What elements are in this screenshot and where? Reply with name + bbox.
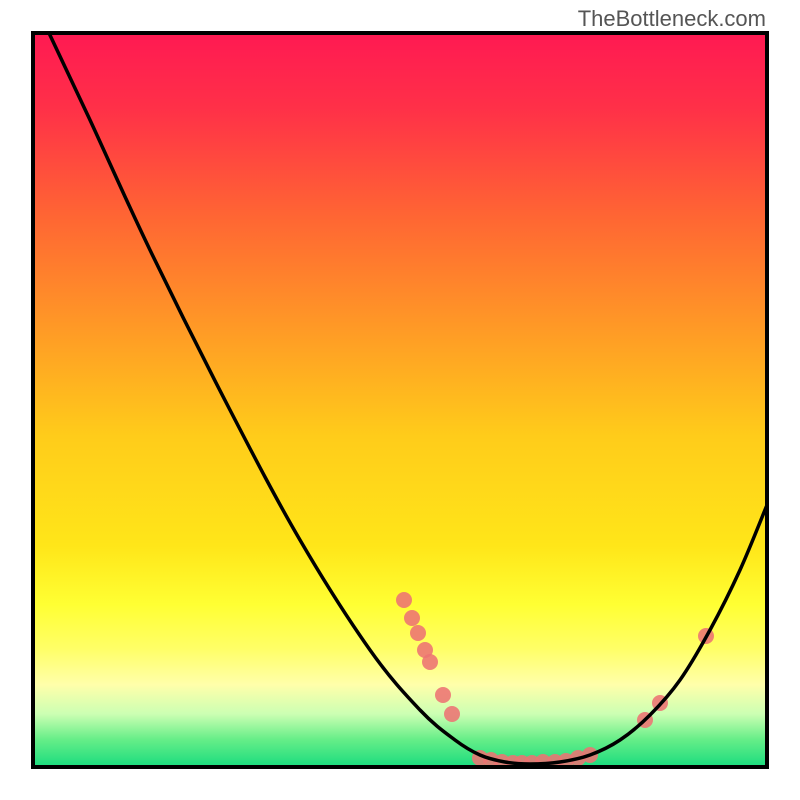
data-marker (396, 592, 412, 608)
data-marker (404, 610, 420, 626)
data-marker (444, 706, 460, 722)
watermark-text: TheBottleneck.com (578, 6, 766, 32)
chart-frame: TheBottleneck.com (0, 0, 800, 800)
gradient-background (35, 35, 765, 765)
data-marker (435, 687, 451, 703)
data-marker (410, 625, 426, 641)
data-marker (422, 654, 438, 670)
chart-svg (0, 0, 800, 800)
